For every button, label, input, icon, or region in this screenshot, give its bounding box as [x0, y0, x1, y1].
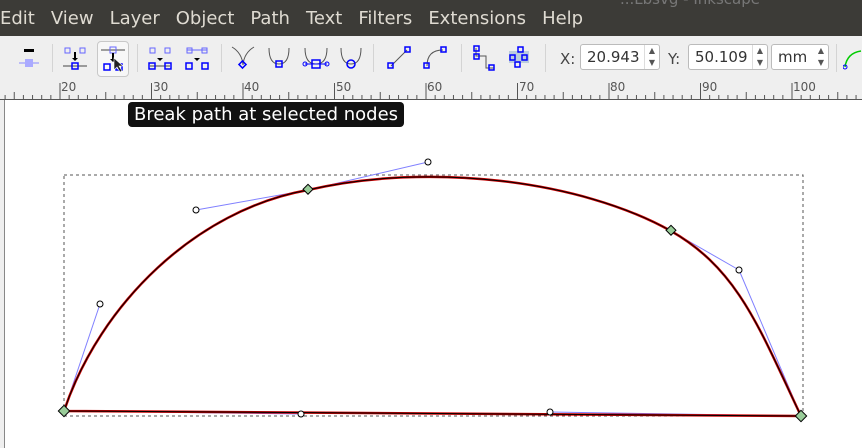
- selected-path[interactable]: [62, 175, 803, 418]
- delete-segment-button[interactable]: [14, 41, 44, 75]
- horizontal-ruler: 20 30 40 50 60 70 80 90 100: [0, 80, 862, 100]
- handle-lines: [63, 161, 802, 417]
- join-segment-button[interactable]: [145, 41, 175, 75]
- bounding-box: [63, 174, 804, 417]
- path-outline: [63, 176, 802, 417]
- y-value: 50.109: [695, 48, 748, 66]
- y-coordinate-input[interactable]: 50.109 ▲ ▼: [688, 44, 768, 70]
- y-label: Y:: [668, 50, 681, 68]
- menu-edit[interactable]: Edit: [0, 8, 35, 29]
- x-coordinate-input[interactable]: 20.943 ▲ ▼: [580, 44, 660, 70]
- stroke-to-path-button[interactable]: [504, 41, 534, 75]
- x-value: 20.943: [587, 48, 640, 66]
- title-bar: ...Lbsvg - Inkscape Edit View Layer Obje…: [0, 0, 862, 36]
- x-spin-arrows[interactable]: ▲ ▼: [644, 45, 659, 69]
- make-symmetric-button[interactable]: [301, 41, 331, 75]
- ruler-label: 60: [427, 80, 443, 94]
- menu-extensions[interactable]: Extensions: [428, 8, 527, 29]
- menu-help[interactable]: Help: [542, 8, 584, 29]
- auto-smooth-node-icon: [340, 47, 362, 69]
- cusp-node-icon: [231, 46, 255, 70]
- delete-segment-nodes-button[interactable]: [182, 41, 212, 75]
- tooltip: Break path at selected nodes: [128, 102, 405, 127]
- menu-view[interactable]: View: [50, 8, 94, 29]
- ruler-label: 30: [153, 80, 169, 94]
- unit-select[interactable]: mm ▲ ▼: [771, 44, 829, 70]
- join-segment-icon: [148, 47, 172, 70]
- ruler-label: 90: [702, 80, 718, 94]
- path-nodes[interactable]: [57, 183, 808, 423]
- ruler-label: 40: [244, 80, 260, 94]
- join-nodes-button[interactable]: [60, 41, 90, 75]
- make-line-button[interactable]: [384, 41, 414, 75]
- menu-path[interactable]: Path: [250, 8, 290, 29]
- ruler-label: 80: [610, 80, 626, 94]
- make-auto-smooth-button[interactable]: [336, 41, 366, 75]
- break-path-button[interactable]: [97, 41, 129, 77]
- delete-segment-nodes-icon: [185, 47, 209, 70]
- curve-segment-icon: [423, 46, 447, 69]
- path-effect-icon: [843, 50, 862, 70]
- ruler-label: 100: [793, 80, 816, 94]
- menu-layer[interactable]: Layer: [109, 8, 160, 29]
- ruler-label: 70: [519, 80, 535, 94]
- menu-object[interactable]: Object: [175, 8, 235, 29]
- object-to-path-button[interactable]: [469, 41, 499, 75]
- menu-bar: Edit View Layer Object Path Text Filters…: [0, 8, 591, 36]
- ruler-ticks: [4, 83, 857, 99]
- make-cusp-button[interactable]: [228, 41, 258, 75]
- break-path-icon: [101, 46, 125, 72]
- menu-filters[interactable]: Filters: [358, 8, 413, 29]
- vertical-ruler: [0, 100, 5, 448]
- show-handles-button[interactable]: [843, 41, 862, 75]
- handle-knots[interactable]: [96, 158, 743, 418]
- make-smooth-button[interactable]: [264, 41, 294, 75]
- menu-text[interactable]: Text: [305, 8, 343, 29]
- smooth-node-icon: [268, 47, 290, 68]
- window-title: ...Lbsvg - Inkscape: [620, 0, 760, 8]
- unit-value: mm: [778, 48, 808, 66]
- unit-arrows: ▲ ▼: [817, 46, 825, 67]
- make-curve-button[interactable]: [420, 41, 450, 75]
- delete-segment-icon: [19, 49, 39, 67]
- x-label: X:: [560, 50, 576, 68]
- symmetric-node-icon: [302, 47, 330, 69]
- stroke-to-path-icon: [509, 46, 529, 68]
- ruler-label: 50: [336, 80, 352, 94]
- y-spin-arrows[interactable]: ▲ ▼: [752, 45, 767, 69]
- object-to-path-icon: [473, 45, 495, 71]
- ruler-label: 20: [61, 80, 77, 94]
- line-segment-icon: [387, 46, 411, 69]
- join-nodes-icon: [63, 47, 87, 70]
